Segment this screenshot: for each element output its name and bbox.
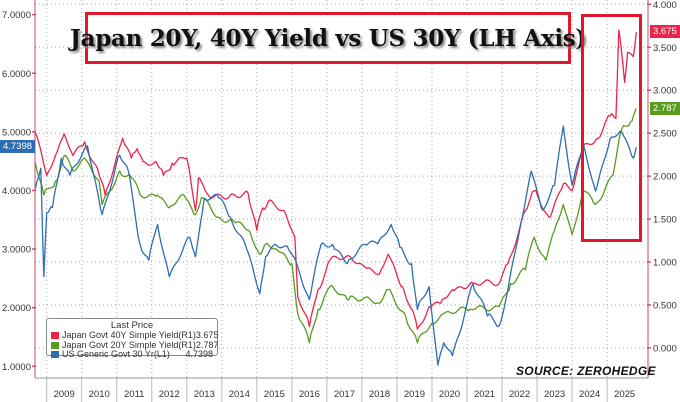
legend-item-jgb40: Japan Govt 40Y Simple Yield (R1) 3.675 [51, 330, 218, 341]
right-tick-label: 0.500 [653, 300, 677, 311]
x-tick-label: 2020 [439, 389, 460, 400]
x-tick-label: 2018 [369, 389, 390, 400]
left-tick-label: 3.0000 [2, 245, 31, 256]
right-tick-label: 1.500 [653, 215, 677, 226]
right-tick-label: 0.000 [653, 343, 677, 354]
x-tick-label: 2024 [579, 389, 600, 400]
legend-axis: (R1) [178, 339, 196, 350]
legend-label: Japan Govt 20Y Simple Yield [62, 339, 179, 350]
legend-swatch [51, 351, 59, 359]
x-tick-label: 2009 [54, 389, 75, 400]
legend-swatch [51, 332, 59, 340]
legend-header: Last Price [110, 320, 154, 331]
x-tick-label: 2025 [614, 389, 635, 400]
right-tick-label: 3.500 [653, 43, 677, 54]
last-value-tag-jgb20: 2.787 [650, 101, 680, 115]
legend-label: US Generic Govt 30 Yr [62, 349, 154, 359]
legend-item-jgb20: Japan Govt 20Y Simple Yield (R1) 2.787 [51, 339, 218, 351]
left-tick-label: 6.0000 [2, 69, 31, 80]
series-lines [34, 29, 637, 366]
left-tick-label: 2.0000 [2, 303, 31, 314]
x-tick-label: 2013 [194, 389, 215, 400]
left-tick-label: 4.0000 [2, 186, 31, 197]
x-tick-label: 2010 [89, 389, 110, 400]
right-tick-label: 3.000 [653, 86, 677, 97]
x-tick-label: 2021 [474, 389, 495, 400]
right-tick-label: 4.000 [653, 0, 677, 11]
right-tick-label: 2.500 [653, 129, 677, 140]
series-line-2 [34, 125, 637, 366]
chart-title: Japan 20Y, 40Y Yield vs US 30Y (LH Axis) [70, 24, 586, 52]
series-line-0 [34, 29, 637, 330]
left-tick-label: 5.0000 [2, 127, 31, 138]
right-tick-label: 1.000 [653, 258, 677, 269]
chart-title-box: Japan 20Y, 40Y Yield vs US 30Y (LH Axis) [70, 12, 586, 64]
x-tick-label: 2012 [159, 389, 180, 400]
legend-value: 4.7398 [185, 349, 213, 359]
legend-axis: (L1) [153, 349, 170, 359]
last-value-tag-us30: 4.7398 [0, 140, 36, 154]
legend: Last Price Japan Govt 40Y Simple Yield (… [46, 318, 218, 359]
x-tick-label: 2016 [299, 389, 320, 400]
legend-value: 3.675 [195, 330, 219, 340]
x-tick-label: 2019 [404, 389, 425, 400]
series-line-1 [34, 108, 637, 344]
x-tick-label: 2023 [544, 389, 565, 400]
x-tick-label: 2014 [229, 389, 250, 400]
right-tick-label: 2.000 [653, 172, 677, 183]
legend-item-us30: US Generic Govt 30 Yr (L1) 4.7398 [51, 349, 213, 360]
legend-axis: (R1) [178, 330, 196, 340]
left-tick-label: 1.0000 [2, 362, 31, 373]
highlight-box [580, 14, 643, 242]
source-label: SOURCE: ZEROHEDGE [516, 364, 656, 378]
x-tick-label: 2011 [124, 389, 144, 400]
x-tick-label: 2022 [509, 389, 530, 400]
last-value-tag-jgb40: 3.675 [650, 25, 680, 39]
legend-swatch [51, 341, 59, 349]
x-tick-label: 2017 [334, 389, 355, 400]
left-tick-label: 7.0000 [2, 10, 31, 21]
x-tick-label: 2015 [264, 389, 285, 400]
legend-label: Japan Govt 40Y Simple Yield [62, 330, 179, 340]
legend-value: 2.787 [195, 339, 219, 350]
